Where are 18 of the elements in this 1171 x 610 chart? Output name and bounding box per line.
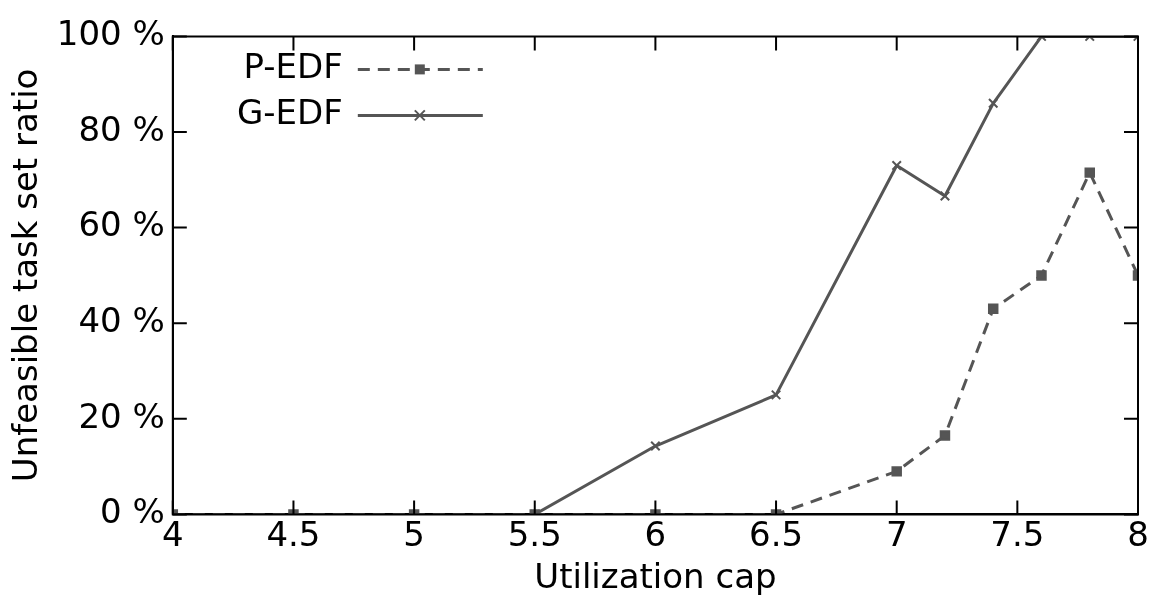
x-tick-label: 8 bbox=[1127, 513, 1149, 554]
x-tick-label: 6.5 bbox=[749, 513, 804, 554]
y-axis-title: Unfeasible task set ratio bbox=[5, 68, 46, 483]
legend-label: G-EDF bbox=[236, 92, 343, 133]
y-tick-label: 60 % bbox=[78, 204, 165, 245]
x-tick-label: 7 bbox=[885, 513, 908, 554]
x-tick-label: 7.5 bbox=[990, 513, 1045, 554]
x-tick-label: 4.5 bbox=[266, 513, 321, 554]
y-tick-label: 100 % bbox=[56, 13, 165, 54]
x-tick-label: 5.5 bbox=[507, 513, 562, 554]
y-tick-label: 80 % bbox=[78, 108, 165, 149]
y-tick-label: 0 % bbox=[100, 491, 165, 532]
x-axis-title: Utilization cap bbox=[534, 556, 777, 597]
legend-label: P-EDF bbox=[243, 46, 343, 87]
x-tick-label: 6 bbox=[644, 513, 667, 554]
x-tick-label: 5 bbox=[403, 513, 425, 554]
y-tick-label: 40 % bbox=[78, 300, 165, 341]
y-tick-label: 20 % bbox=[78, 395, 165, 436]
